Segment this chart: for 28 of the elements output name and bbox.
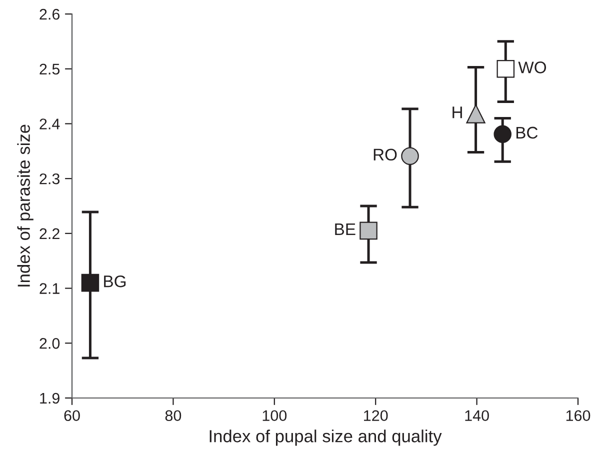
x-tick-label: 80 <box>165 410 182 422</box>
y-tick-label: 2.4 <box>40 118 60 130</box>
y-tick-label: 2.2 <box>40 228 60 239</box>
point <box>496 60 515 78</box>
y-tick-label: 2.0 <box>40 338 60 349</box>
series-label: RO <box>374 148 397 161</box>
y-axis-title: Index of parasite size <box>17 124 34 286</box>
x-tick-label: 60 <box>64 410 80 422</box>
x-tick-label: 140 <box>465 410 489 422</box>
x-tick-label: 100 <box>262 410 287 422</box>
point <box>81 274 100 292</box>
series-label: WO <box>518 62 546 74</box>
y-tick-label: 2.6 <box>40 8 60 20</box>
point <box>401 147 419 165</box>
x-tick-label: 160 <box>566 410 590 422</box>
y-tick-label: 1.9 <box>40 392 60 404</box>
series-label: H <box>452 106 462 118</box>
point <box>466 104 486 124</box>
series-label: BE <box>335 224 356 235</box>
x-tick-label: 120 <box>364 410 388 422</box>
point <box>360 222 378 240</box>
y-tick-label: 2.3 <box>40 173 60 184</box>
series-label: BG <box>104 275 126 288</box>
series-label: BC <box>516 126 538 139</box>
y-tick-label: 2.1 <box>40 283 60 294</box>
point <box>494 125 512 144</box>
x-axis-title: Index of pupal size and quality <box>210 430 442 446</box>
y-tick-label: 2.5 <box>40 64 60 75</box>
